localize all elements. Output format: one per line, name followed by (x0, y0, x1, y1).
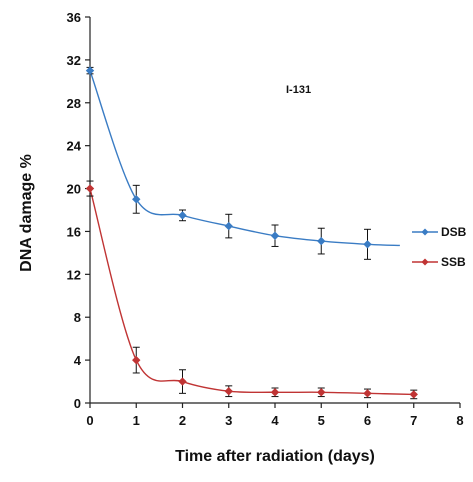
x-tick-label: 6 (364, 413, 371, 428)
series-dsb (85, 66, 400, 260)
x-tick-label: 3 (225, 413, 232, 428)
data-point-ssb (270, 388, 280, 397)
y-tick-label: 28 (67, 96, 81, 111)
series-ssb (85, 180, 418, 400)
y-tick-label: 12 (67, 267, 81, 282)
y-tick-label: 8 (74, 310, 81, 325)
x-axis-title: Time after radiation (days) (175, 448, 375, 465)
data-point-dsb (224, 221, 233, 231)
y-tick-label: 0 (74, 396, 81, 411)
y-tick-label: 20 (67, 182, 81, 197)
data-point-ssb (409, 390, 418, 399)
y-tick-label: 32 (67, 53, 81, 68)
data-point-dsb (363, 240, 372, 249)
legend-marker-dsb (421, 228, 429, 236)
data-point-dsb (178, 211, 187, 220)
x-tick-label: 5 (318, 413, 325, 428)
data-point-dsb (132, 195, 141, 204)
legend: DSB SSB (412, 225, 467, 269)
plot-area (85, 66, 418, 400)
y-tick-label: 36 (67, 10, 81, 25)
x-tick-label: 0 (86, 413, 93, 428)
data-point-dsb (317, 236, 326, 246)
data-point-dsb (270, 231, 280, 240)
data-point-ssb (317, 388, 326, 397)
data-point-ssb (224, 386, 233, 396)
legend-marker-ssb (421, 258, 429, 266)
x-tick-label: 4 (271, 413, 279, 428)
series-line-ssb (89, 188, 414, 396)
series-line-dsb (89, 70, 400, 247)
y-axis-title: DNA damage % (18, 154, 35, 272)
x-tick-label: 2 (179, 413, 186, 428)
data-point-ssb (85, 184, 95, 193)
data-point-dsb (85, 66, 95, 75)
legend-item-ssb: SSB (412, 255, 466, 269)
x-tick-label: 8 (456, 413, 463, 428)
legend-label-dsb: DSB (441, 225, 467, 239)
annotation-label: I-131 (286, 84, 311, 96)
y-tick-label: 16 (67, 224, 81, 239)
x-tick-label: 1 (133, 413, 140, 428)
legend-label-ssb: SSB (441, 255, 466, 269)
x-tick-label: 7 (410, 413, 417, 428)
data-point-ssb (132, 355, 141, 365)
legend-item-dsb: DSB (412, 225, 467, 239)
data-point-ssb (178, 377, 187, 386)
y-tick-label: 24 (67, 139, 82, 154)
data-point-ssb (363, 389, 372, 398)
y-tick-label: 4 (74, 353, 82, 368)
